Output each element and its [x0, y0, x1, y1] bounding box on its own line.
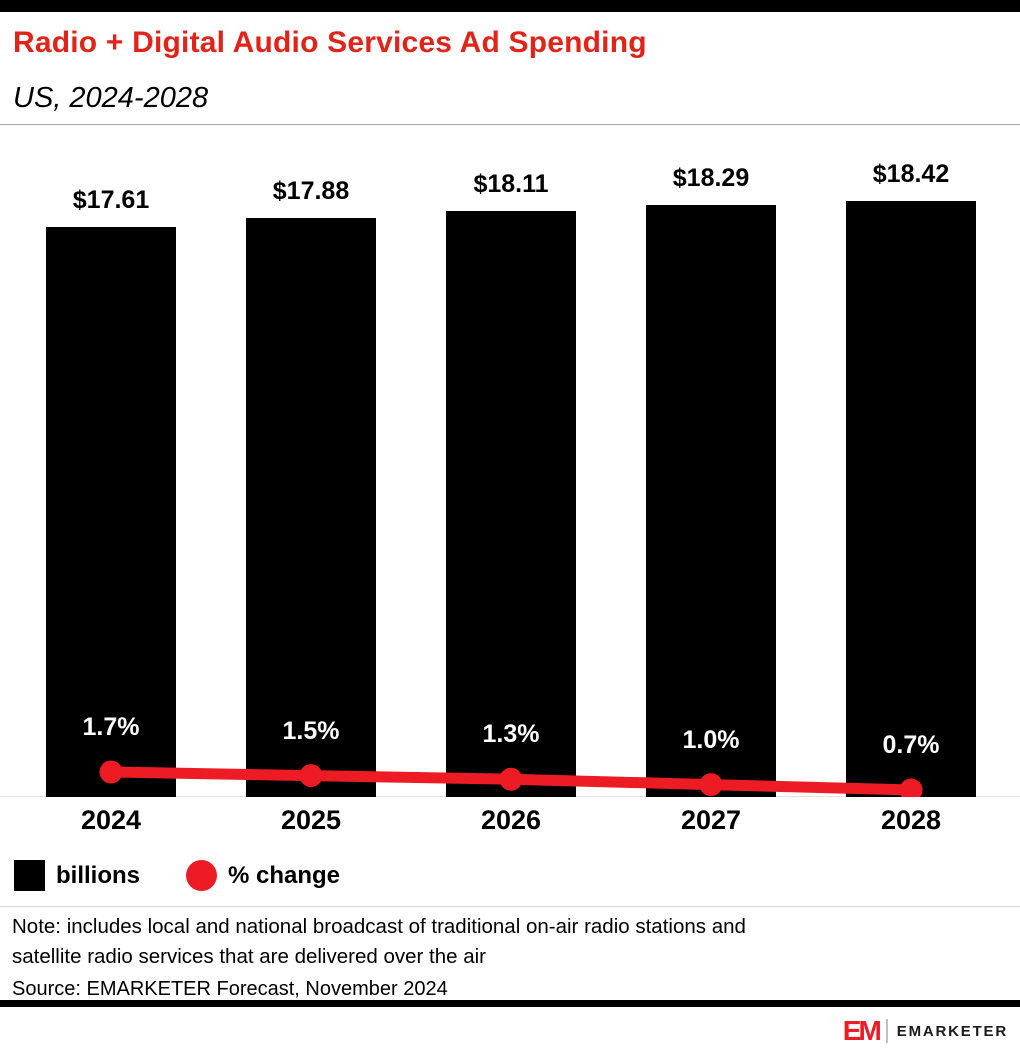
x-axis-label-2028: 2028 — [880, 805, 942, 835]
legend-label-pct-change: % change — [228, 861, 341, 889]
x-axis-labels: 2024 2025 2026 2027 2028 — [0, 805, 1020, 841]
billions-legend-swatch-icon — [14, 860, 45, 891]
bar-2027 — [646, 205, 776, 797]
page-subtitle: US, 2024-2028 — [13, 82, 209, 114]
x-axis-label-2027: 2027 — [680, 805, 742, 835]
bar-2026 — [446, 211, 576, 797]
pct-change-legend-swatch-icon — [186, 860, 217, 891]
pct-change-line — [99, 760, 923, 797]
footer-logo: EM EMARKETER — [843, 1014, 1008, 1048]
pct-change-label-2025: 1.5% — [282, 716, 340, 745]
x-axis-label-2025: 2025 — [280, 805, 342, 835]
bar-value-label-2025: $17.88 — [272, 177, 350, 206]
footer-accent-bar — [0, 1000, 1020, 1007]
bar-value-label-2027: $18.29 — [672, 164, 750, 193]
bar-value-label-2024: $17.61 — [72, 186, 150, 215]
x-axis-label-2026: 2026 — [480, 805, 542, 835]
bar-2024 — [46, 227, 176, 797]
pct-change-label-2026: 1.3% — [482, 720, 540, 749]
x-axis-label-2024: 2024 — [80, 805, 142, 835]
bar-2028 — [846, 201, 976, 797]
bar-2025 — [246, 218, 376, 797]
logo-divider — [885, 1019, 888, 1043]
pct-change-label-2028: 0.7% — [882, 731, 940, 759]
legend: billions % change — [14, 860, 340, 891]
pct-change-label-2024: 1.7% — [82, 713, 140, 741]
source-text: Source: EMARKETER Forecast, November 202… — [12, 978, 448, 1000]
page-title: Radio + Digital Audio Services Ad Spendi… — [13, 26, 647, 59]
top-accent-bar — [0, 0, 1020, 12]
bar-value-label-2026: $18.11 — [473, 170, 549, 199]
notes-divider — [0, 906, 1020, 907]
pct-change-label-2027: 1.0% — [682, 725, 740, 754]
legend-label-billions: billions — [56, 861, 140, 889]
chart-area: $17.61 1.7% $17.88 1.5% $18.11 1.3% $18.29 1.0%… — [0, 137, 1020, 797]
bar-value-label-2028: $18.42 — [872, 160, 950, 188]
notes-section: Note: includes local and national broadc… — [12, 912, 912, 1003]
emarketer-logo-icon: EM — [842, 1015, 882, 1046]
header-divider — [0, 124, 1020, 125]
emarketer-logo-text: EMARKETER — [896, 1022, 1008, 1040]
note-text: Note: includes local and national broadc… — [12, 915, 746, 968]
